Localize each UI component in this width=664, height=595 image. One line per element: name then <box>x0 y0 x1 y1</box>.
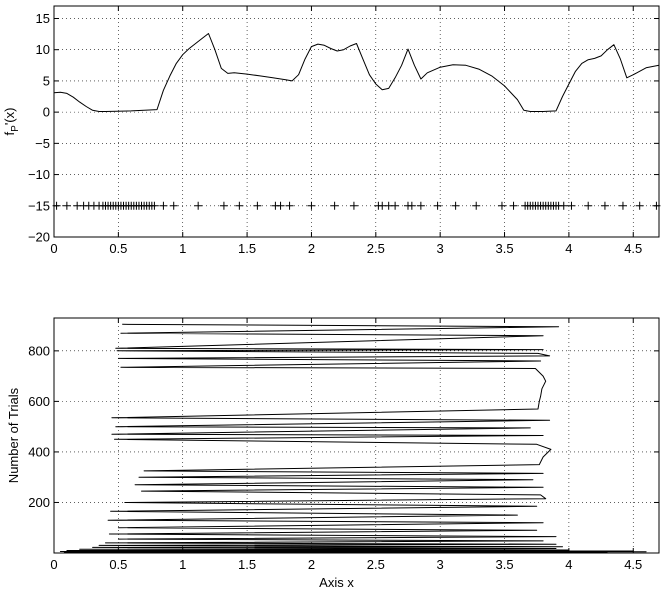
sample-marker <box>407 201 416 210</box>
sample-marker <box>509 201 518 210</box>
sample-marker <box>433 201 442 210</box>
sample-marker <box>618 201 627 210</box>
sample-marker <box>285 201 294 210</box>
sample-marker <box>253 201 262 210</box>
y-tick-label: −10 <box>28 167 50 182</box>
x-tick-label: 3 <box>437 557 444 572</box>
x-tick-label: 0.5 <box>109 241 127 256</box>
x-tick-label: 3.5 <box>495 557 513 572</box>
sample-marker <box>567 201 576 210</box>
y-axis-label: Number of Trials <box>6 387 21 483</box>
x-tick-label: 0.5 <box>109 557 127 572</box>
axes-box <box>53 5 660 238</box>
sample-marker <box>219 201 228 210</box>
sample-marker <box>150 201 159 210</box>
bottom-chart: 0 0.5 1 1.5 2 2.5 3 3.5 4 4.5 200 400 600 800 Number o… <box>6 317 660 590</box>
sample-marker <box>391 201 400 210</box>
y-axis-label-rest: '(x) <box>2 108 17 126</box>
sample-marker <box>416 201 425 210</box>
x-tick-label: 0 <box>50 557 57 572</box>
sample-marker <box>159 201 168 210</box>
x-tick-label: 1 <box>179 241 186 256</box>
x-tick-label: 1.5 <box>238 557 256 572</box>
sample-marker <box>584 201 593 210</box>
trials-line <box>59 323 647 553</box>
y-tick-label: −20 <box>28 230 50 245</box>
sample-markers <box>52 201 661 210</box>
derivative-line <box>53 33 660 112</box>
sample-marker <box>635 201 644 210</box>
y-tick-label: 5 <box>43 73 50 88</box>
x-tick-label: 4.5 <box>624 241 642 256</box>
sample-marker <box>349 201 358 210</box>
x-tick-label: 4 <box>565 241 572 256</box>
y-tick-label: 400 <box>28 444 50 459</box>
y-tick-label: 800 <box>28 343 50 358</box>
x-tick-label: 4 <box>565 557 572 572</box>
sample-marker <box>235 201 244 210</box>
y-tick-label: −5 <box>35 136 50 151</box>
top-chart: 0 0.5 1 1.5 2 2.5 3 3.5 4 4.5 −20 −15 −10 −5 0 5 10 15 fP'… <box>2 5 661 256</box>
x-tick-label: 2 <box>308 241 315 256</box>
sample-marker <box>559 201 568 210</box>
sample-marker <box>497 201 506 210</box>
sample-marker <box>62 201 71 210</box>
y-tick-label: 0 <box>43 105 50 120</box>
axes-box <box>53 317 660 554</box>
x-tick-label: 2.5 <box>367 241 385 256</box>
y-tick-label: 600 <box>28 394 50 409</box>
x-tick-label: 1.5 <box>238 241 256 256</box>
y-axis-label: fP'(x) <box>2 108 21 136</box>
sample-marker <box>600 201 609 210</box>
y-tick-label: 15 <box>36 11 50 26</box>
sample-marker <box>194 201 203 210</box>
sample-marker <box>307 201 316 210</box>
x-tick-label: 4.5 <box>624 557 642 572</box>
x-tick-label: 3.5 <box>495 241 513 256</box>
x-tick-label: 2 <box>308 557 315 572</box>
y-tick-label: −15 <box>28 198 50 213</box>
y-axis-label-main: f <box>2 131 17 135</box>
x-tick-label: 3 <box>437 241 444 256</box>
sample-marker <box>330 201 339 210</box>
sample-marker <box>472 201 481 210</box>
y-axis-label-sub: P <box>10 125 21 132</box>
x-tick-label: 2.5 <box>367 557 385 572</box>
x-tick-label: 1 <box>179 557 186 572</box>
y-tick-label: 10 <box>36 42 50 57</box>
sample-marker <box>451 201 460 210</box>
x-axis-label: Axis x <box>319 575 354 590</box>
sample-marker <box>276 201 285 210</box>
sample-marker <box>169 201 178 210</box>
y-tick-label: 200 <box>28 495 50 510</box>
x-tick-label: 0 <box>50 241 57 256</box>
